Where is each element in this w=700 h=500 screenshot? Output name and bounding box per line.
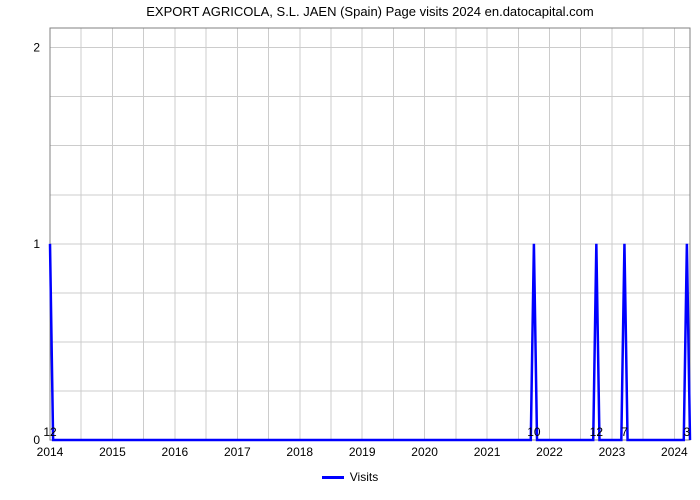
legend: Visits xyxy=(0,470,700,484)
x-tick-label: 2018 xyxy=(286,445,313,459)
chart-container: 1210127320142015201620172018201920202021… xyxy=(0,0,700,500)
spike-label: 12 xyxy=(43,425,57,439)
x-tick-label: 2022 xyxy=(536,445,563,459)
spike-label: 10 xyxy=(527,425,541,439)
x-tick-label: 2020 xyxy=(411,445,438,459)
x-tick-label: 2021 xyxy=(474,445,501,459)
x-tick-label: 2015 xyxy=(99,445,126,459)
x-tick-label: 2019 xyxy=(349,445,376,459)
chart-title: EXPORT AGRICOLA, S.L. JAEN (Spain) Page … xyxy=(146,4,594,19)
x-tick-label: 2014 xyxy=(37,445,64,459)
x-tick-label: 2016 xyxy=(162,445,189,459)
spike-label: 7 xyxy=(621,425,628,439)
visits-chart: 1210127320142015201620172018201920202021… xyxy=(0,0,700,500)
spike-label: 3 xyxy=(684,425,691,439)
y-tick-label: 1 xyxy=(33,237,40,251)
x-tick-label: 2017 xyxy=(224,445,251,459)
x-tick-label: 2024 xyxy=(661,445,688,459)
spike-label: 12 xyxy=(590,425,604,439)
x-tick-label: 2023 xyxy=(599,445,626,459)
legend-label: Visits xyxy=(350,470,378,484)
y-tick-label: 2 xyxy=(33,41,40,55)
legend-swatch xyxy=(322,476,344,479)
y-tick-label: 0 xyxy=(33,433,40,447)
